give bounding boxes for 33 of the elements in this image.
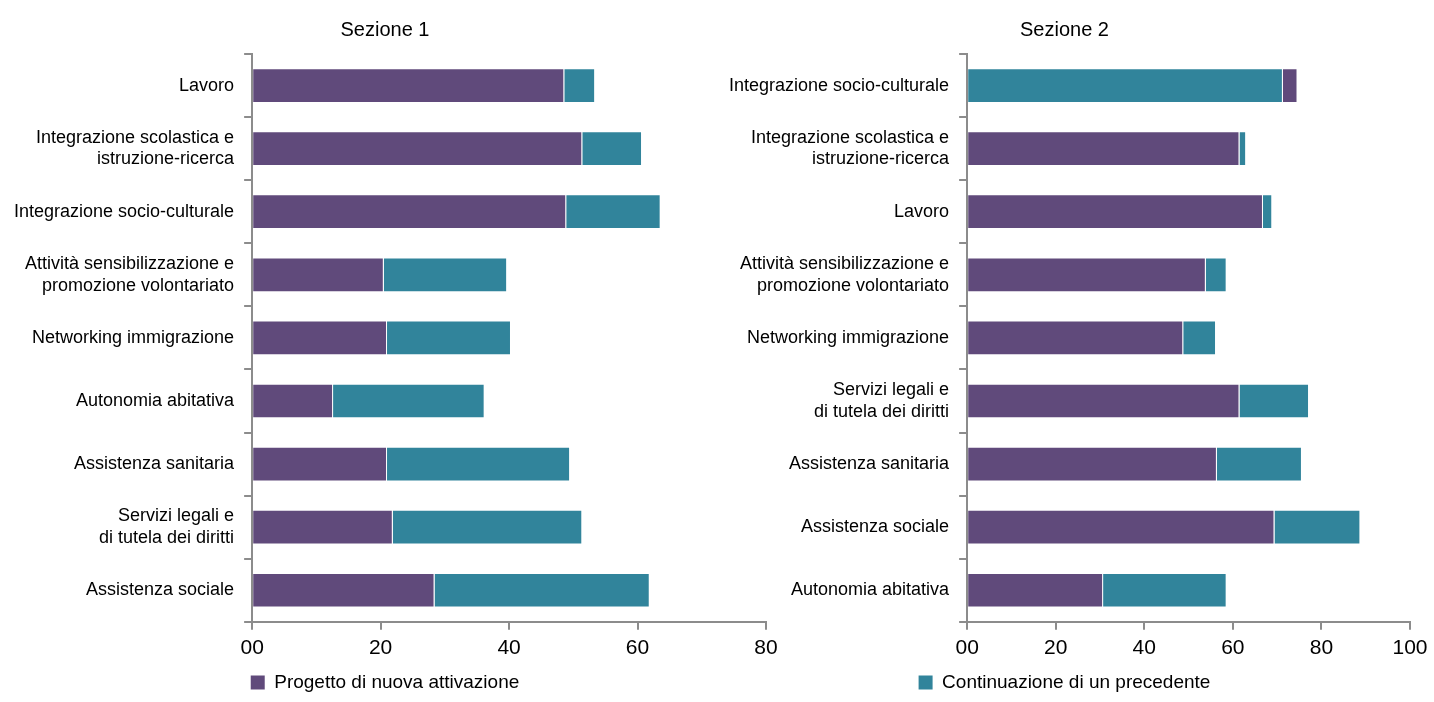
y-tick-label: Lavoro: [894, 200, 950, 221]
chart-title: Sezione 2: [1020, 17, 1109, 40]
y-tick-label: Integrazione scolastica e istruzione-ricerca: [751, 126, 951, 169]
x-tick-label: 00: [240, 635, 264, 659]
y-tick-label: Integrazione scolastica e istruzione-ricerca: [36, 126, 236, 169]
x-tick-label: 40: [497, 635, 521, 659]
y-tick-label: Assistenza sociale: [86, 579, 235, 600]
x-tick-label: 20: [368, 635, 393, 659]
y-tick-label: Assistenza sanitaria: [74, 453, 236, 474]
y-tick-label: Assistenza sanitaria: [789, 453, 951, 474]
legend-label: Progetto di nuova attivazione: [274, 670, 520, 692]
y-tick-label: Autonomia abitativa: [76, 389, 236, 410]
x-tick-label: 80: [754, 635, 778, 659]
x-tick-label: 20: [1044, 635, 1068, 659]
x-tick-label: 40: [1132, 635, 1156, 659]
legend-label: Continuazione di un precedente: [942, 670, 1211, 692]
y-tick-label: Lavoro: [179, 74, 235, 95]
chart-title: Sezione 1: [340, 17, 430, 40]
y-tick-label: Assistenza sociale: [801, 516, 950, 537]
y-tick-label: Servizi legali e di tutela dei diritti: [814, 379, 950, 421]
y-tick-label: Autonomia abitativa: [791, 579, 951, 600]
x-tick-label: 80: [1309, 635, 1334, 659]
x-tick-label: 100: [1392, 635, 1428, 659]
y-tick-label: Attività sensibilizzazione e promozione volontariato: [25, 252, 235, 295]
y-tick-label: Networking immigrazione: [32, 326, 235, 347]
x-tick-label: 60: [1221, 635, 1245, 659]
x-tick-label: 60: [625, 635, 650, 659]
y-tick-label: Servizi legali e di tutela dei diritti: [99, 505, 235, 547]
x-tick-label: 00: [955, 635, 979, 659]
y-tick-label: Integrazione socio-culturale: [729, 74, 950, 95]
y-tick-label: Attività sensibilizzazione e promozione volontariato: [740, 252, 950, 295]
y-tick-label: Integrazione socio-culturale: [14, 200, 235, 221]
y-tick-label: Networking immigrazione: [747, 326, 950, 347]
